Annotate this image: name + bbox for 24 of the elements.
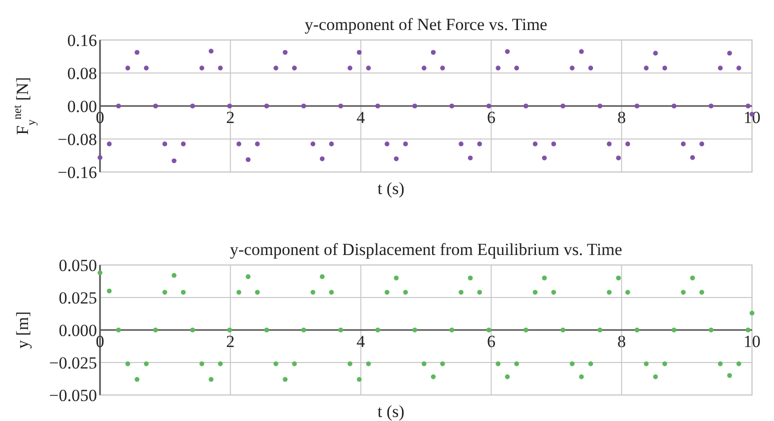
x-tick-label: 6	[486, 332, 496, 351]
x-tick-label: 10	[744, 332, 760, 351]
y-tick-label: −0.050	[49, 386, 97, 405]
y-tick-label: 0.000	[58, 320, 97, 340]
x-tick-label: 2	[226, 332, 235, 351]
x-tick-label: 8	[617, 332, 626, 351]
y-tick-label: 0.050	[58, 256, 97, 275]
x-axis-title: t (s)	[378, 402, 404, 421]
y-tick-label: −0.08	[58, 130, 97, 149]
x-tick-label: 4	[356, 332, 366, 351]
y-tick-label: 0.16	[67, 30, 97, 50]
x-tick-label: 2	[226, 108, 235, 127]
y-tick-label: −0.16	[58, 162, 97, 182]
x-tick-label: 4	[356, 108, 366, 127]
x-axis-title: t (s)	[378, 179, 404, 198]
x-tick-label: 8	[617, 108, 626, 127]
chart-title: y-component of Net Force vs. Time	[304, 15, 548, 34]
chart-title: y-component of Displacement from Equilibrium vs. Time	[230, 240, 622, 259]
x-tick-label: 6	[486, 108, 496, 127]
y-tick-label: 0.025	[58, 288, 97, 308]
y-tick-label: 0.00	[67, 96, 97, 116]
y-tick-label: −0.025	[49, 353, 97, 372]
y-tick-label: 0.08	[67, 64, 97, 83]
y-axis-title: y [m]	[13, 311, 32, 349]
